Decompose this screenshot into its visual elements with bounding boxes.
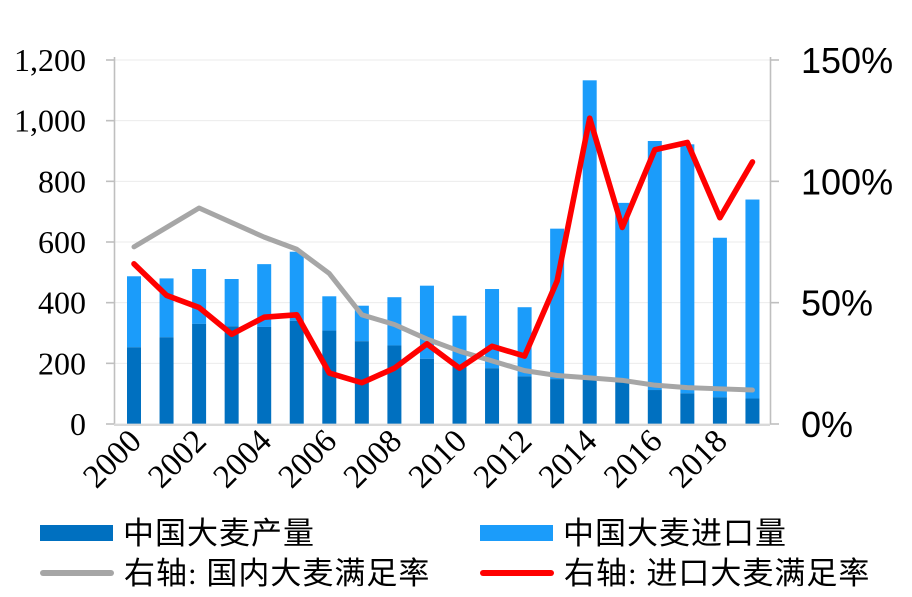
svg-text:800: 800 [38,163,86,199]
legend-label-domestic-rate: 右轴: 国内大麦满足率 [124,555,431,591]
domestic-rate-line-swatch [40,570,114,576]
svg-text:2008: 2008 [337,423,409,495]
production-bar-swatch [40,525,113,541]
svg-text:1,200: 1,200 [14,42,86,78]
legend-item-domestic-rate: 右轴: 国内大麦满足率 [40,556,430,590]
svg-text:1,000: 1,000 [14,103,86,139]
svg-text:2006: 2006 [272,423,344,495]
legend-item-import-rate: 右轴: 进口大麦满足率 [480,556,870,590]
svg-text:150%: 150% [801,40,893,81]
svg-text:2000: 2000 [77,423,149,495]
svg-text:200: 200 [38,345,86,381]
legend-label-import-rate: 右轴: 进口大麦满足率 [564,555,871,591]
svg-text:2010: 2010 [402,423,474,495]
svg-text:50%: 50% [801,283,873,324]
import-rate-line-swatch [480,570,554,576]
svg-text:2012: 2012 [467,423,539,495]
svg-text:100%: 100% [801,161,893,202]
svg-text:0: 0 [70,406,86,442]
svg-text:2014: 2014 [532,423,604,495]
legend-item-production: 中国大麦产量 [40,516,315,550]
svg-text:600: 600 [38,224,86,260]
svg-text:0%: 0% [801,404,853,445]
legend-label-production: 中国大麦产量 [123,515,315,551]
svg-text:2004: 2004 [207,423,279,495]
svg-text:2016: 2016 [597,423,669,495]
svg-text:2018: 2018 [662,423,734,495]
import-bar-swatch [480,525,553,541]
svg-text:2002: 2002 [142,423,214,495]
svg-text:400: 400 [38,285,86,321]
legend-item-imports: 中国大麦进口量 [480,516,787,550]
legend-label-imports: 中国大麦进口量 [563,515,787,551]
